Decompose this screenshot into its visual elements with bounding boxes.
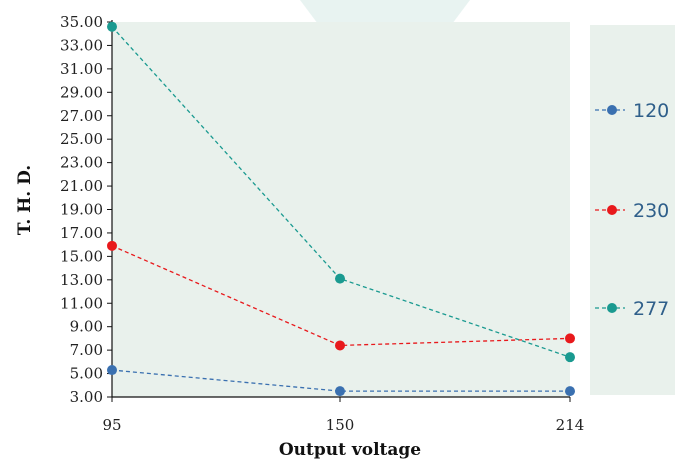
- y-tick-label: 25.00: [60, 130, 103, 148]
- plot-area: [112, 22, 570, 397]
- legend-label: 230: [633, 200, 669, 222]
- y-tick-label: 19.00: [60, 201, 103, 219]
- data-point: [107, 21, 117, 32]
- x-tick-label: 214: [556, 416, 585, 434]
- series-120: [107, 365, 575, 397]
- x-axis-ticks: 95 150 214: [102, 397, 584, 434]
- y-tick-label: 5.00: [70, 365, 103, 383]
- legend-marker: [607, 105, 617, 115]
- series-230: [107, 240, 575, 351]
- y-tick-label: 15.00: [60, 247, 103, 265]
- y-tick-label: 31.00: [60, 60, 103, 78]
- data-point: [565, 352, 575, 363]
- legend-item: 120: [595, 100, 669, 122]
- y-tick-label: 21.00: [60, 177, 103, 195]
- y-tick-label: 3.00: [70, 388, 103, 406]
- series-277: [107, 21, 575, 363]
- legend-item: 230: [595, 200, 669, 222]
- y-tick-label: 13.00: [60, 271, 103, 289]
- y-tick-label: 29.00: [60, 83, 103, 101]
- y-tick-label: 9.00: [70, 318, 103, 336]
- data-point: [107, 365, 117, 376]
- x-axis-title: Output voltage: [279, 440, 421, 460]
- y-tick-label: 27.00: [60, 107, 103, 125]
- data-point: [565, 386, 575, 397]
- y-tick-label: 23.00: [60, 154, 103, 172]
- y-tick-label: 33.00: [60, 36, 103, 54]
- legend-marker: [607, 205, 617, 215]
- y-axis-ticks: 3.00 5.00 7.00 9.00 11.00 13.00 15.00 17.00 19.0…: [60, 13, 112, 406]
- series-layer: [107, 21, 575, 397]
- legend-marker: [607, 303, 617, 313]
- y-tick-label: 35.00: [60, 13, 103, 31]
- y-tick-label: 7.00: [70, 341, 103, 359]
- x-tick-label: 150: [326, 416, 355, 434]
- data-point: [565, 333, 575, 344]
- data-point: [335, 340, 345, 351]
- legend-item: 277: [595, 298, 669, 320]
- x-tick-label: 95: [102, 416, 121, 434]
- y-tick-label: 11.00: [60, 294, 103, 312]
- y-axis-title: T. H. D.: [15, 165, 35, 235]
- legend-label: 277: [633, 298, 669, 320]
- legend: 120 230 277: [595, 100, 669, 320]
- data-point: [107, 240, 117, 251]
- legend-label: 120: [633, 100, 669, 122]
- y-tick-label: 17.00: [60, 224, 103, 242]
- data-point: [335, 273, 345, 284]
- data-point: [335, 386, 345, 397]
